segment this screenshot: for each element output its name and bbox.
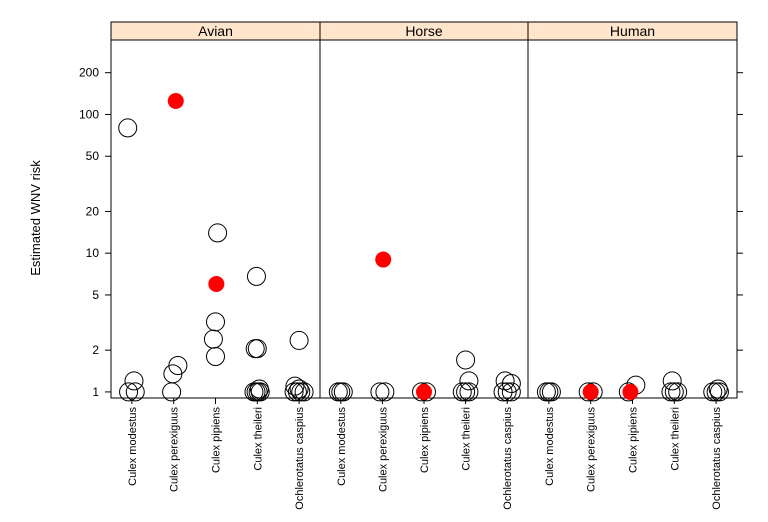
panel-strip [527,21,738,41]
data-point [459,382,479,402]
panel-strip-label: Horse [405,23,443,39]
x-tick-label: Culex modestus [336,407,348,486]
data-point [294,382,314,402]
x-tick-label: Culex pipiens [211,407,223,474]
data-point [456,350,476,370]
y-tick-label: 20 [86,204,100,218]
data-point [203,329,223,349]
y-tick-label: 5 [92,288,99,302]
data-point [245,339,265,359]
panel-frame [527,21,738,399]
data-point [208,223,228,243]
data-point [661,382,681,402]
data-point [287,382,307,402]
data-point [247,339,267,359]
data-point-highlighted [375,251,392,268]
data-point [125,382,145,402]
data-point [291,382,311,402]
y-tick-label: 1 [92,385,99,399]
data-point [284,382,304,402]
data-point [375,382,395,402]
data-point [706,382,726,402]
data-point [289,330,309,350]
x-tick-label: Culex modestus [544,407,556,486]
x-tick-label: Culex perexiguus [169,407,181,492]
x-tick-label: Culex theileri [669,407,681,471]
x-tick-label: Culex pipiens [628,407,640,474]
data-point [501,382,521,402]
y-tick-label: 200 [79,66,99,80]
data-point [168,356,188,376]
y-tick-label: 100 [79,107,99,121]
data-point [664,382,684,402]
data-point-highlighted [167,93,184,110]
y-tick-label: 50 [86,149,100,163]
data-point [162,382,182,402]
x-tick-label: Culex pipiens [419,407,431,474]
data-point [501,373,521,393]
data-point [452,382,472,402]
x-tick-label: Ochlerotatus caspius [711,407,723,510]
data-point [206,312,225,332]
data-point [703,382,723,402]
x-tick-label: Culex perexiguus [586,407,598,492]
data-point [370,382,390,402]
x-tick-label: Culex theileri [252,407,264,471]
x-tick-label: Ochlerotatus caspius [294,407,306,510]
y-axis-label: Estimated WNV risk [28,160,43,276]
y-tick-label: 10 [86,246,100,260]
panel-frame [110,21,321,399]
data-point [246,266,266,286]
data-point [541,382,561,402]
x-tick-label: Culex perexiguus [377,407,389,492]
data-point [459,371,479,391]
y-tick-label: 2 [92,343,99,357]
data-point [709,382,729,402]
panel-strip-label: Avian [198,23,233,39]
data-point [708,379,728,399]
data-point-highlighted [208,275,225,292]
x-tick-label: Culex theileri [461,407,473,471]
x-tick-label: Ochlerotatus caspius [502,407,514,510]
data-point [497,382,517,402]
x-tick-label: Culex modestus [127,407,139,486]
data-point-highlighted [622,383,639,400]
data-point-highlighted [416,383,432,400]
panel-frame [319,21,529,399]
data-point [124,371,144,391]
data-point [662,371,682,391]
panel-strip-label: Human [610,23,655,39]
data-point [493,382,513,402]
data-point-highlighted [582,383,599,400]
data-point [206,346,225,366]
data-point [163,364,183,384]
data-point [668,382,688,402]
data-point [118,118,138,138]
data-point [119,382,139,402]
data-point [333,382,353,402]
data-point [250,382,270,402]
data-point [456,382,476,402]
data-point [289,379,309,399]
